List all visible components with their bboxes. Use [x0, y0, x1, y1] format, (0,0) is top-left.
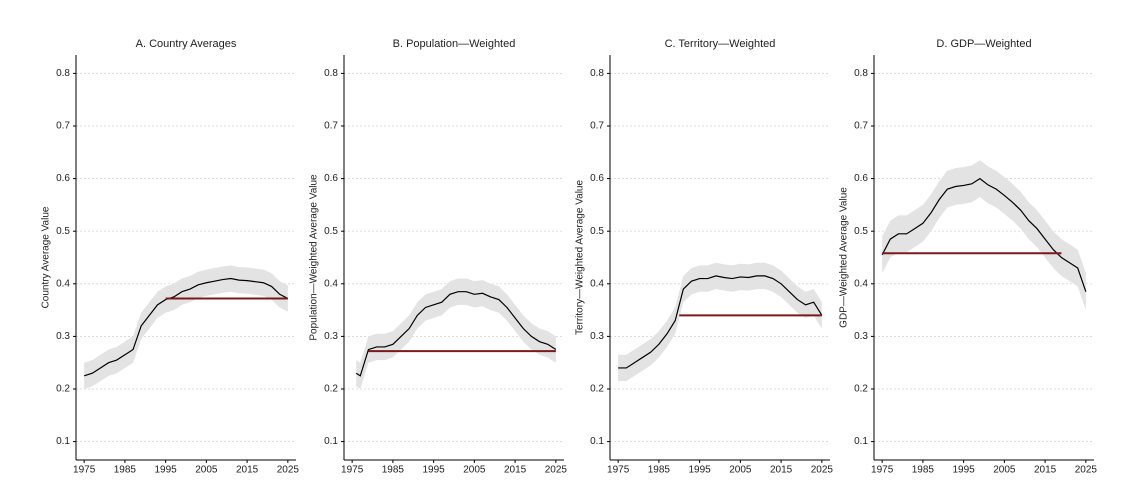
x-tick-label: 2015 — [1034, 465, 1057, 476]
y-tick-label: 0.5 — [590, 226, 604, 237]
y-tick-label: 0.7 — [324, 121, 338, 132]
y-tick-label: 0.4 — [56, 278, 70, 289]
x-tick-label: 2005 — [993, 465, 1016, 476]
confidence-band — [84, 265, 288, 389]
panel: C. Territory—Weighted Territory—Weighted … — [575, 38, 834, 476]
y-axis-label: Territory—Weighted Average Value — [575, 180, 586, 336]
y-tick-label: 0.1 — [56, 436, 70, 447]
x-tick-label: 1995 — [953, 465, 976, 476]
x-tick-label: 2015 — [504, 465, 527, 476]
data-line — [618, 275, 823, 369]
x-tick-label: 2005 — [463, 465, 486, 476]
x-tick-label: 1985 — [114, 465, 137, 476]
y-tick-label: 0.7 — [590, 121, 604, 132]
x-tick-label: 1985 — [648, 465, 671, 476]
x-tick-label: 2025 — [1075, 465, 1098, 476]
confidence-band — [882, 160, 1086, 311]
y-tick-label: 0.3 — [56, 331, 70, 342]
y-axis-label: Country Average Value — [41, 206, 52, 308]
y-tick-label: 0.2 — [56, 384, 70, 395]
x-tick-label: 2005 — [195, 465, 218, 476]
x-tick-label: 2005 — [729, 465, 752, 476]
y-tick-label: 0.6 — [854, 173, 868, 184]
panel-title: B. Population—Weighted — [393, 38, 516, 50]
x-tick-label: 1975 — [871, 465, 894, 476]
y-tick-label: 0.8 — [324, 68, 338, 79]
panel-title: C. Territory—Weighted — [665, 38, 776, 50]
y-tick-label: 0.4 — [324, 278, 338, 289]
y-tick-label: 0.4 — [590, 278, 604, 289]
confidence-band — [618, 262, 822, 382]
y-tick-label: 0.2 — [324, 384, 338, 395]
y-tick-label: 0.2 — [854, 384, 868, 395]
x-tick-label: 1985 — [912, 465, 935, 476]
y-tick-label: 0.1 — [854, 436, 868, 447]
y-axis-label: Population—Weighted Average Value — [309, 174, 320, 341]
y-tick-label: 0.3 — [324, 331, 338, 342]
y-tick-label: 0.8 — [854, 68, 868, 79]
x-tick-label: 2025 — [277, 465, 300, 476]
x-tick-label: 2015 — [770, 465, 793, 476]
x-tick-label: 1995 — [423, 465, 446, 476]
y-tick-label: 0.7 — [854, 121, 868, 132]
y-tick-label: 0.6 — [56, 173, 70, 184]
y-tick-label: 0.1 — [590, 436, 604, 447]
y-axis-label: GDP—Weighted Average Value — [839, 187, 850, 328]
data-line — [83, 277, 289, 377]
x-tick-label: 1995 — [155, 465, 178, 476]
y-tick-label: 0.4 — [854, 278, 868, 289]
y-tick-label: 0.1 — [324, 436, 338, 447]
y-tick-label: 0.2 — [590, 384, 604, 395]
panel-title: D. GDP—Weighted — [936, 38, 1031, 50]
x-tick-label: 2025 — [811, 465, 834, 476]
x-tick-label: 1995 — [689, 465, 712, 476]
y-tick-label: 0.7 — [56, 121, 70, 132]
y-tick-label: 0.5 — [324, 226, 338, 237]
confidence-band — [356, 278, 556, 389]
y-tick-label: 0.3 — [854, 331, 868, 342]
x-tick-label: 1975 — [73, 465, 96, 476]
y-tick-label: 0.6 — [324, 173, 338, 184]
data-line — [881, 177, 1087, 292]
y-tick-label: 0.8 — [590, 68, 604, 79]
x-tick-label: 1975 — [341, 465, 364, 476]
panel: D. GDP—Weighted GDP—Weighted Average Valu… — [839, 38, 1098, 476]
panel-title: A. Country Averages — [136, 38, 237, 50]
y-tick-label: 0.6 — [590, 173, 604, 184]
y-tick-label: 0.5 — [56, 226, 70, 237]
panel: A. Country Averages Country Average Value… — [41, 38, 300, 476]
y-tick-label: 0.5 — [854, 226, 868, 237]
y-tick-label: 0.3 — [590, 331, 604, 342]
x-tick-label: 2025 — [545, 465, 568, 476]
y-tick-label: 0.8 — [56, 68, 70, 79]
data-line — [355, 291, 557, 377]
panel: B. Population—Weighted Population—Weighte… — [309, 38, 568, 476]
x-tick-label: 1985 — [382, 465, 405, 476]
x-tick-label: 2015 — [236, 465, 259, 476]
x-tick-label: 1975 — [607, 465, 630, 476]
